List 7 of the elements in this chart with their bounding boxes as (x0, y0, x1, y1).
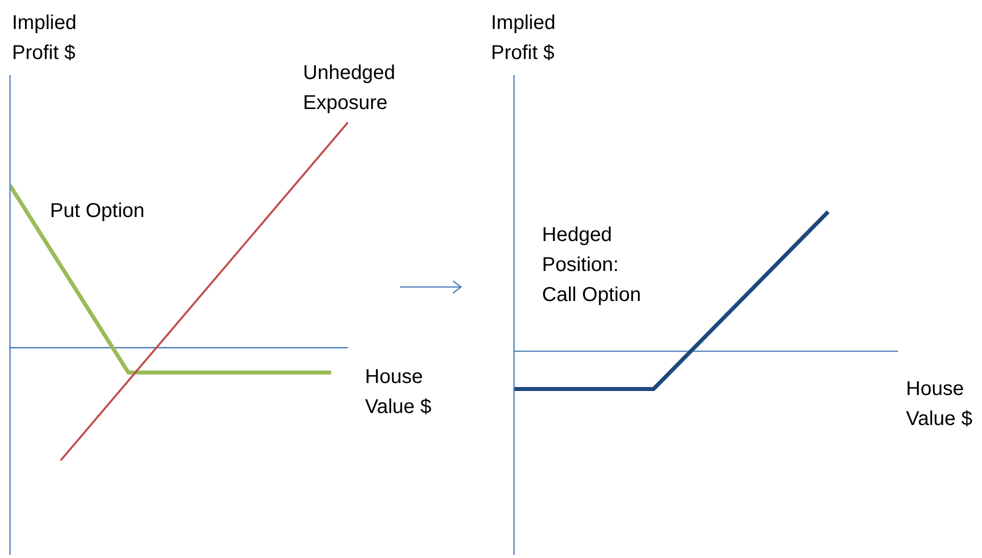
x-axis-title: House Value $ (906, 377, 974, 432)
series-label: Put Option (50, 199, 146, 224)
y-axis-title: Implied Profit $ (491, 11, 556, 66)
y-axis-title: Implied Profit $ (12, 11, 78, 66)
x-axis-title: House Value $ (365, 365, 432, 420)
series-label: Unhedged Exposure (303, 61, 396, 116)
text: Hedged Position: Call Option (542, 223, 642, 308)
